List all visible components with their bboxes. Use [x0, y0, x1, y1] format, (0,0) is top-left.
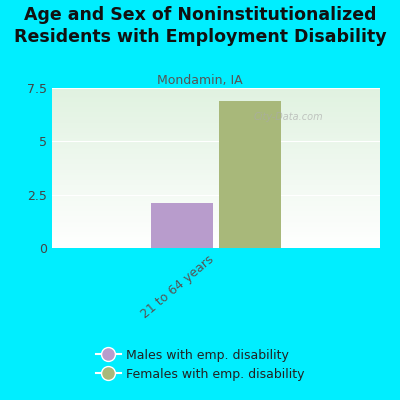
Text: City-Data.com: City-Data.com — [253, 112, 323, 122]
Bar — [150, 203, 213, 248]
Legend: Males with emp. disability, Females with emp. disability: Males with emp. disability, Females with… — [91, 344, 309, 386]
Text: Age and Sex of Noninstitutionalized
Residents with Employment Disability: Age and Sex of Noninstitutionalized Resi… — [14, 6, 386, 46]
Bar — [219, 101, 282, 248]
Text: Mondamin, IA: Mondamin, IA — [157, 74, 243, 87]
